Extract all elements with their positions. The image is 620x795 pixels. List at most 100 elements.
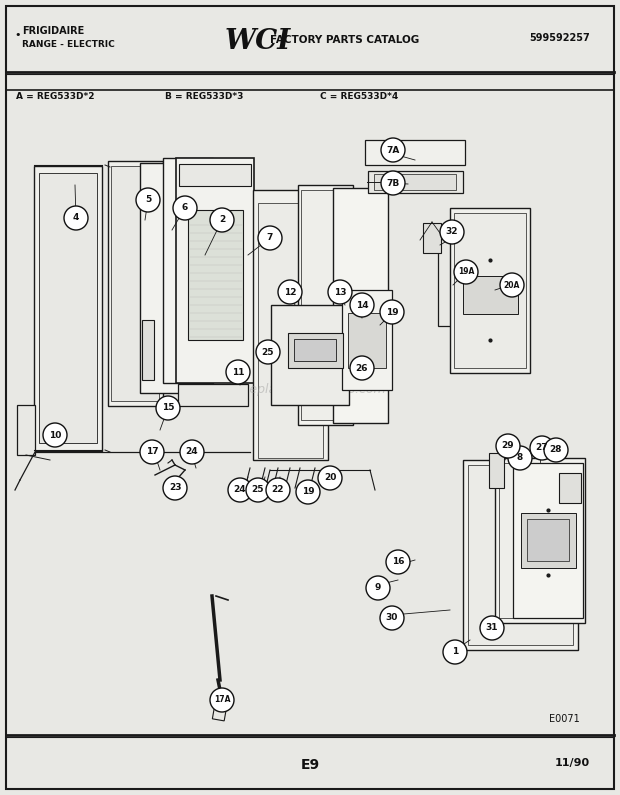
Circle shape (366, 576, 390, 600)
Circle shape (228, 478, 252, 502)
Circle shape (173, 196, 197, 220)
Polygon shape (111, 165, 159, 401)
Circle shape (278, 280, 302, 304)
Polygon shape (527, 519, 569, 561)
Polygon shape (467, 465, 572, 645)
Text: WCI: WCI (225, 28, 291, 55)
Text: 32: 32 (446, 227, 458, 236)
Text: 11: 11 (232, 367, 244, 377)
Circle shape (508, 446, 532, 470)
Circle shape (380, 300, 404, 324)
Polygon shape (179, 164, 251, 186)
Text: B = REG533D*3: B = REG533D*3 (165, 92, 244, 101)
Circle shape (350, 356, 374, 380)
Text: 1: 1 (452, 647, 458, 657)
Circle shape (318, 466, 342, 490)
Polygon shape (271, 305, 349, 405)
Polygon shape (521, 513, 575, 568)
Text: 22: 22 (272, 486, 284, 494)
Circle shape (454, 260, 478, 284)
Circle shape (480, 616, 504, 640)
Polygon shape (301, 190, 349, 420)
Polygon shape (176, 157, 254, 382)
Text: 23: 23 (169, 483, 181, 492)
Circle shape (381, 171, 405, 195)
Polygon shape (34, 165, 102, 451)
Text: 30: 30 (386, 614, 398, 622)
Polygon shape (463, 276, 518, 314)
Polygon shape (187, 210, 242, 340)
Circle shape (296, 480, 320, 504)
Polygon shape (454, 212, 526, 367)
Text: E0071: E0071 (549, 714, 580, 724)
Text: 25: 25 (262, 347, 274, 356)
Text: eReplacementParts.com: eReplacementParts.com (234, 383, 386, 397)
Circle shape (210, 688, 234, 712)
Polygon shape (178, 384, 248, 406)
Polygon shape (374, 174, 456, 190)
Text: 19: 19 (386, 308, 398, 316)
Circle shape (163, 476, 187, 500)
Text: 17A: 17A (214, 696, 230, 704)
Circle shape (180, 440, 204, 464)
Text: 19A: 19A (458, 267, 474, 277)
Text: 2: 2 (219, 215, 225, 224)
Polygon shape (213, 699, 228, 721)
Circle shape (380, 606, 404, 630)
Circle shape (496, 434, 520, 458)
Text: 17: 17 (146, 448, 158, 456)
Circle shape (43, 423, 67, 447)
Circle shape (544, 438, 568, 462)
Text: 26: 26 (356, 363, 368, 373)
Text: 10: 10 (49, 431, 61, 440)
Text: 28: 28 (550, 445, 562, 455)
Circle shape (258, 226, 282, 250)
Circle shape (350, 293, 374, 317)
Text: 24: 24 (185, 448, 198, 456)
Circle shape (210, 208, 234, 232)
Polygon shape (142, 320, 154, 380)
Polygon shape (288, 332, 342, 367)
Text: 7: 7 (267, 234, 273, 242)
Polygon shape (163, 157, 213, 382)
Text: 19: 19 (302, 487, 314, 497)
Polygon shape (559, 473, 581, 503)
Text: 29: 29 (502, 441, 515, 451)
Text: 9: 9 (375, 584, 381, 592)
Polygon shape (140, 163, 185, 393)
Polygon shape (342, 290, 392, 390)
Text: 20: 20 (324, 474, 336, 483)
Polygon shape (252, 190, 327, 460)
Polygon shape (450, 207, 530, 373)
Circle shape (266, 478, 290, 502)
Polygon shape (495, 457, 585, 622)
Circle shape (386, 550, 410, 574)
Polygon shape (332, 188, 388, 422)
Circle shape (140, 440, 164, 464)
Text: FACTORY PARTS CATALOG: FACTORY PARTS CATALOG (270, 35, 419, 45)
Polygon shape (257, 203, 322, 457)
Polygon shape (489, 452, 503, 487)
Text: 6: 6 (182, 204, 188, 212)
Polygon shape (298, 185, 353, 425)
Polygon shape (513, 463, 583, 618)
Polygon shape (438, 231, 463, 325)
Text: 16: 16 (392, 557, 404, 567)
Polygon shape (17, 405, 35, 455)
Circle shape (156, 396, 180, 420)
Text: 24: 24 (234, 486, 246, 494)
Text: 14: 14 (356, 301, 368, 309)
Polygon shape (463, 460, 577, 650)
Text: 13: 13 (334, 288, 346, 297)
Circle shape (64, 206, 88, 230)
Text: 11/90: 11/90 (555, 758, 590, 768)
Text: 31: 31 (485, 623, 498, 633)
Text: 15: 15 (162, 404, 174, 413)
Circle shape (256, 340, 280, 364)
Circle shape (136, 188, 160, 212)
Circle shape (226, 360, 250, 384)
Polygon shape (368, 171, 463, 193)
Text: RANGE - ELECTRIC: RANGE - ELECTRIC (22, 40, 115, 49)
Polygon shape (499, 463, 581, 618)
Polygon shape (107, 161, 162, 405)
